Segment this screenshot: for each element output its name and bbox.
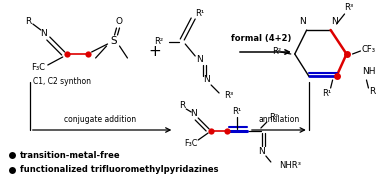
Text: O: O — [116, 18, 123, 26]
Text: CF₃: CF₃ — [362, 44, 375, 53]
Text: R¹: R¹ — [195, 9, 204, 19]
Text: F₃C: F₃C — [31, 64, 45, 73]
Text: NH: NH — [362, 67, 375, 77]
Text: S: S — [110, 36, 117, 46]
Text: R¹: R¹ — [322, 90, 331, 98]
Text: conjugate addition: conjugate addition — [63, 115, 136, 125]
Text: R¹: R¹ — [232, 108, 242, 116]
Text: formal (4+2): formal (4+2) — [231, 33, 291, 43]
Text: transition-metal-free: transition-metal-free — [20, 150, 121, 160]
Text: N: N — [190, 109, 196, 119]
Text: functionalized trifluoromethylpyridazines: functionalized trifluoromethylpyridazine… — [20, 166, 218, 174]
Text: R³: R³ — [344, 4, 353, 12]
Text: F₃C: F₃C — [184, 139, 198, 147]
Text: R²: R² — [272, 47, 281, 57]
Text: R: R — [179, 101, 185, 111]
Text: N: N — [196, 54, 202, 64]
Text: N: N — [259, 147, 265, 156]
Text: R³: R³ — [224, 91, 233, 101]
Text: N: N — [331, 18, 338, 26]
Text: R: R — [369, 88, 375, 97]
Text: C1, C2 synthon: C1, C2 synthon — [33, 77, 91, 87]
Text: N: N — [40, 29, 47, 37]
Text: NHR³: NHR³ — [279, 161, 301, 170]
Text: +: + — [148, 44, 161, 60]
Text: R: R — [25, 18, 31, 26]
Text: annulation: annulation — [258, 115, 299, 125]
Text: R²: R² — [154, 37, 163, 46]
Text: R²: R² — [269, 114, 278, 122]
Text: N: N — [299, 18, 306, 26]
Text: N: N — [203, 75, 210, 84]
